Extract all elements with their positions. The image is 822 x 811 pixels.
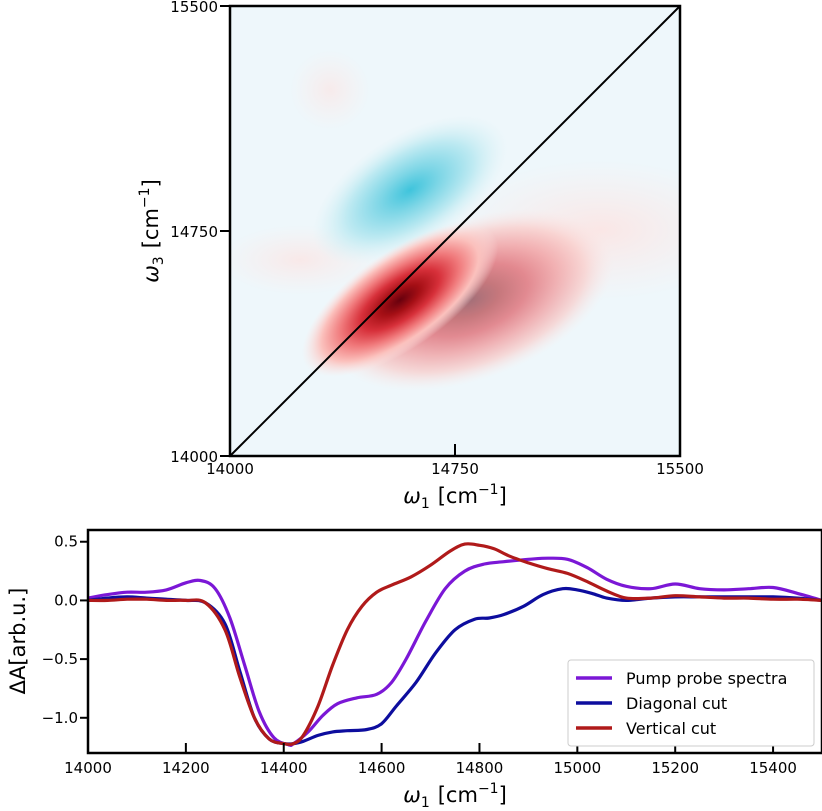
heatmap-y-tick-label: 14750 <box>170 223 218 241</box>
line-x-unit: [cm <box>438 783 478 807</box>
line-x-tick-label: 15200 <box>651 759 699 777</box>
line-x-tick-label: 15000 <box>553 759 601 777</box>
legend-label-1: Pump probe spectra <box>626 669 787 688</box>
line-y-axis-label: ΔA[arb.u.] <box>6 588 30 695</box>
heatmap-y-tick-label: 14000 <box>170 448 218 466</box>
line-x-exp: −1 <box>478 781 499 797</box>
heatmap-y-sub: 3 <box>151 256 167 265</box>
heatmap-x-tick-label: 15500 <box>656 460 704 478</box>
line-chart-panel: 14000 14200 14400 14600 14800 15000 15200 15400… <box>6 528 822 811</box>
line-chart-frame <box>86 528 822 755</box>
heatmap-x-ticks: 14000 14750 15500 <box>206 444 704 478</box>
legend-label-2: Diagonal cut <box>626 694 727 713</box>
line-y-tick-label: −1.0 <box>42 709 78 727</box>
heatmap-blobs <box>230 50 680 392</box>
heatmap-x-exp: −1 <box>478 482 499 498</box>
line-y-tick-label: −0.5 <box>42 650 78 668</box>
line-x-tick-label: 14800 <box>456 759 504 777</box>
heatmap-y-symbol: ω <box>139 265 163 283</box>
heatmap-y-close: ] <box>139 179 163 187</box>
heatmap-positive-peak <box>301 223 499 377</box>
heatmap-y-exp: −1 <box>137 187 153 208</box>
heatmap-x-close: ] <box>499 484 507 508</box>
line-x-tick-label: 14600 <box>358 759 406 777</box>
line-x-ticks: 14000 14200 14400 14600 14800 15000 15200 15400 <box>64 743 797 777</box>
line-x-sub: 1 <box>421 795 430 811</box>
legend-label-3: Vertical cut <box>626 719 716 738</box>
heatmap-diagonal-line <box>229 5 681 457</box>
line-y-tick-label: 0.5 <box>54 533 78 551</box>
heatmap-y-axis-label: ω3 [cm−1] <box>137 179 167 283</box>
line-y-ticks: −1.0 −0.5 0.0 0.5 <box>42 533 88 727</box>
heatmap-x-symbol: ω <box>403 484 421 508</box>
line-x-tick-label: 14000 <box>64 759 112 777</box>
series-line-1 <box>88 556 822 748</box>
heatmap-x-axis-label: ω1 [cm−1] <box>403 482 507 512</box>
heatmap-y-unit: [cm <box>139 208 163 248</box>
legend-items: Pump probe spectra Diagonal cut Vertical c… <box>576 669 787 738</box>
heatmap-x-tick-label: 14750 <box>431 460 479 478</box>
line-x-axis-label: ω1 [cm−1] <box>403 781 507 811</box>
heatmap-pale-region-top <box>290 50 370 130</box>
heatmap-x-unit: [cm <box>438 484 478 508</box>
heatmap-x-tick-label: 14000 <box>206 460 254 478</box>
line-x-tick-label: 15400 <box>749 759 797 777</box>
legend-box <box>567 659 815 747</box>
legend: Pump probe spectra Diagonal cut Vertical c… <box>567 659 815 747</box>
heatmap-negative-peak <box>312 115 508 265</box>
heatmap-x-sub: 1 <box>421 496 430 512</box>
line-x-tick-label: 14400 <box>260 759 308 777</box>
line-x-symbol: ω <box>403 783 421 807</box>
series-line-3 <box>88 542 822 747</box>
heatmap-y-tick-label: 15500 <box>170 0 218 16</box>
heatmap-y-ticks: 14000 14750 15500 <box>170 0 230 466</box>
line-series-group <box>88 542 822 748</box>
line-y-tick-label: 0.0 <box>54 591 78 609</box>
line-x-tick-label: 14200 <box>162 759 210 777</box>
line-x-close: ] <box>499 783 507 807</box>
